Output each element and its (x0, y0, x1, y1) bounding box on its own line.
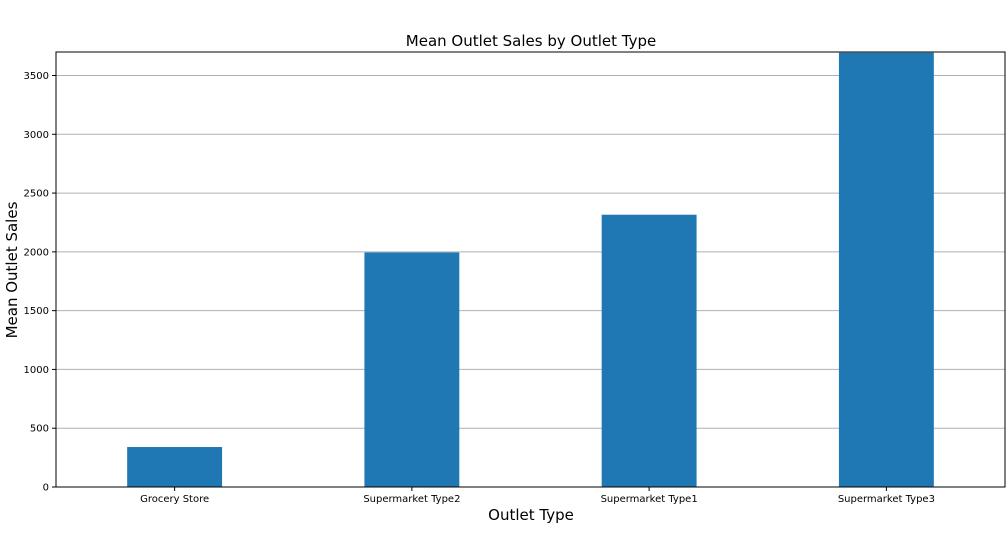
x-tick-label: Supermarket Type2 (363, 494, 460, 505)
chart-title: Mean Outlet Sales by Outlet Type (406, 32, 656, 50)
x-tick-label: Grocery Store (140, 494, 209, 505)
bar (127, 447, 223, 487)
x-tick-label: Supermarket Type1 (601, 494, 698, 505)
y-tick-label: 0 (43, 483, 49, 494)
plot-frame (55, 51, 1006, 488)
y-tick-label: 1000 (24, 365, 49, 376)
x-tick-label: Supermarket Type3 (838, 494, 935, 505)
y-axis-label: Mean Outlet Sales (3, 201, 21, 338)
x-axis: Grocery Store Supermarket Type2 Supermarke… (140, 487, 935, 505)
y-tick-label: 2500 (24, 189, 49, 200)
gridlines (56, 75, 1005, 429)
bar (364, 252, 460, 487)
y-axis: 0 500 1000 1500 2000 2500 3000 3500 (24, 71, 56, 494)
y-tick-label: 500 (30, 424, 49, 435)
y-tick-label: 3500 (24, 71, 49, 82)
y-tick-label: 3000 (24, 130, 49, 141)
y-tick-label: 2000 (24, 247, 49, 258)
bar (601, 214, 697, 488)
bar (838, 52, 934, 487)
x-axis-label: Outlet Type (488, 506, 574, 524)
bars (127, 52, 934, 488)
y-tick-label: 1500 (24, 306, 49, 317)
